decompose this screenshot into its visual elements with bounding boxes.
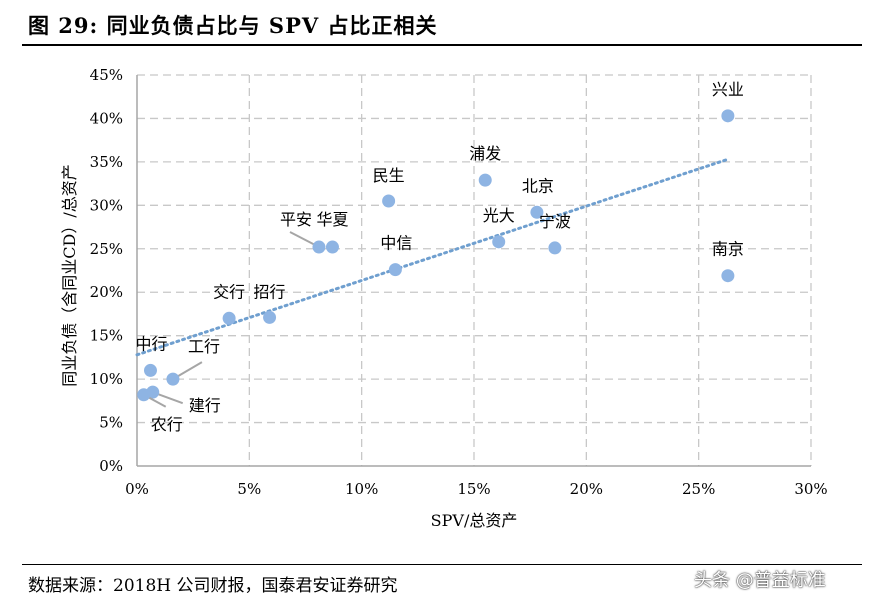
data-label: 交行 xyxy=(213,282,245,301)
x-tick-label: 10% xyxy=(345,480,378,498)
data-point xyxy=(166,372,180,386)
y-tick-label: 5% xyxy=(99,414,123,432)
y-tick-label: 15% xyxy=(90,327,123,345)
data-point xyxy=(143,363,157,377)
data-label: 工行 xyxy=(188,337,220,356)
data-label: 兴业 xyxy=(712,80,744,99)
data-point xyxy=(721,269,735,283)
data-label: 农行 xyxy=(151,415,183,434)
data-point xyxy=(263,310,277,324)
y-tick-label: 35% xyxy=(90,153,123,171)
y-tick-label: 40% xyxy=(90,109,123,127)
data-label: 中信 xyxy=(380,234,412,253)
x-tick-label: 15% xyxy=(457,480,490,498)
data-label: 宁波 xyxy=(539,212,571,231)
title-rule xyxy=(22,44,862,46)
data-label: 光大 xyxy=(483,206,515,225)
source-note: 数据来源：2018H 公司财报，国泰君安证券研究 xyxy=(28,576,398,596)
x-axis-label: SPV/总资产 xyxy=(431,511,518,530)
data-point xyxy=(137,388,151,402)
data-label: 平安 xyxy=(280,210,312,229)
data-point xyxy=(721,109,735,123)
data-point xyxy=(325,240,339,254)
data-label: 民生 xyxy=(373,166,405,185)
y-axis-label: 同业负债（含同业CD）/总资产 xyxy=(60,164,79,386)
data-label: 招行 xyxy=(254,282,286,301)
footer-rule xyxy=(22,564,862,565)
x-tick-label: 0% xyxy=(125,480,149,498)
data-point xyxy=(548,241,562,255)
data-label: 南京 xyxy=(712,240,744,259)
data-label: 北京 xyxy=(522,176,554,195)
data-point xyxy=(388,263,402,277)
data-point xyxy=(382,194,396,208)
y-tick-label: 0% xyxy=(99,457,123,475)
data-label: 浦发 xyxy=(469,144,501,163)
x-tick-label: 30% xyxy=(794,480,827,498)
data-point xyxy=(312,240,326,254)
x-tick-label: 5% xyxy=(237,480,261,498)
y-tick-label: 20% xyxy=(90,283,123,301)
y-tick-label: 45% xyxy=(90,66,123,84)
data-point xyxy=(222,311,236,325)
data-label: 建行 xyxy=(189,396,221,415)
x-tick-label: 25% xyxy=(682,480,715,498)
watermark: 头条 @普益标准 xyxy=(694,570,826,591)
x-tick-label: 20% xyxy=(570,480,603,498)
data-point xyxy=(530,205,544,219)
y-tick-label: 25% xyxy=(90,240,123,258)
data-label: 华夏 xyxy=(316,210,348,229)
figure-title: 图 29: 同业负债占比与 SPV 占比正相关 xyxy=(28,13,438,38)
data-point xyxy=(478,173,492,187)
trendline xyxy=(135,157,730,357)
y-tick-label: 30% xyxy=(90,196,123,214)
y-tick-label: 10% xyxy=(90,370,123,388)
data-point xyxy=(492,235,506,249)
data-label: 中行 xyxy=(135,334,167,353)
